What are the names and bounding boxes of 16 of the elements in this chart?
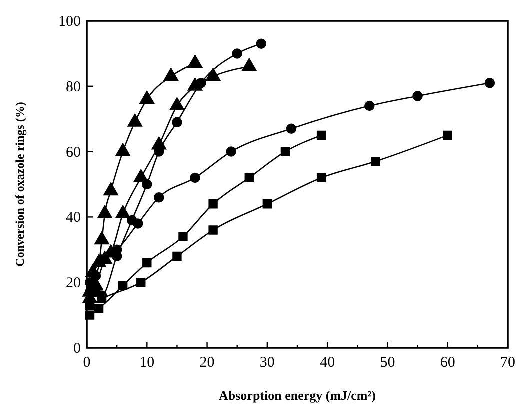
x-tick-label: 30	[260, 355, 275, 371]
y-tick-label: 60	[66, 144, 81, 161]
y-tick-label: 100	[58, 14, 81, 30]
x-tick-label: 10	[140, 355, 155, 371]
x-tick-label: 70	[500, 355, 516, 371]
y-tick-label: 80	[66, 79, 81, 96]
y-tick-label: 0	[74, 341, 81, 357]
y-tick-label: 40	[66, 210, 81, 226]
x-tick-label: 40	[320, 355, 336, 371]
y-tick-label: 20	[66, 276, 81, 292]
y-axis-title: Conversion of oxazole rings (%)	[13, 102, 27, 267]
x-tick-label: 50	[380, 355, 396, 371]
x-tick-label: 60	[440, 355, 456, 371]
x-tick-label: 0	[83, 355, 91, 371]
x-axis-title: Absorption energy (mJ/cm²)	[219, 388, 376, 403]
x-tick-label: 20	[200, 355, 215, 371]
